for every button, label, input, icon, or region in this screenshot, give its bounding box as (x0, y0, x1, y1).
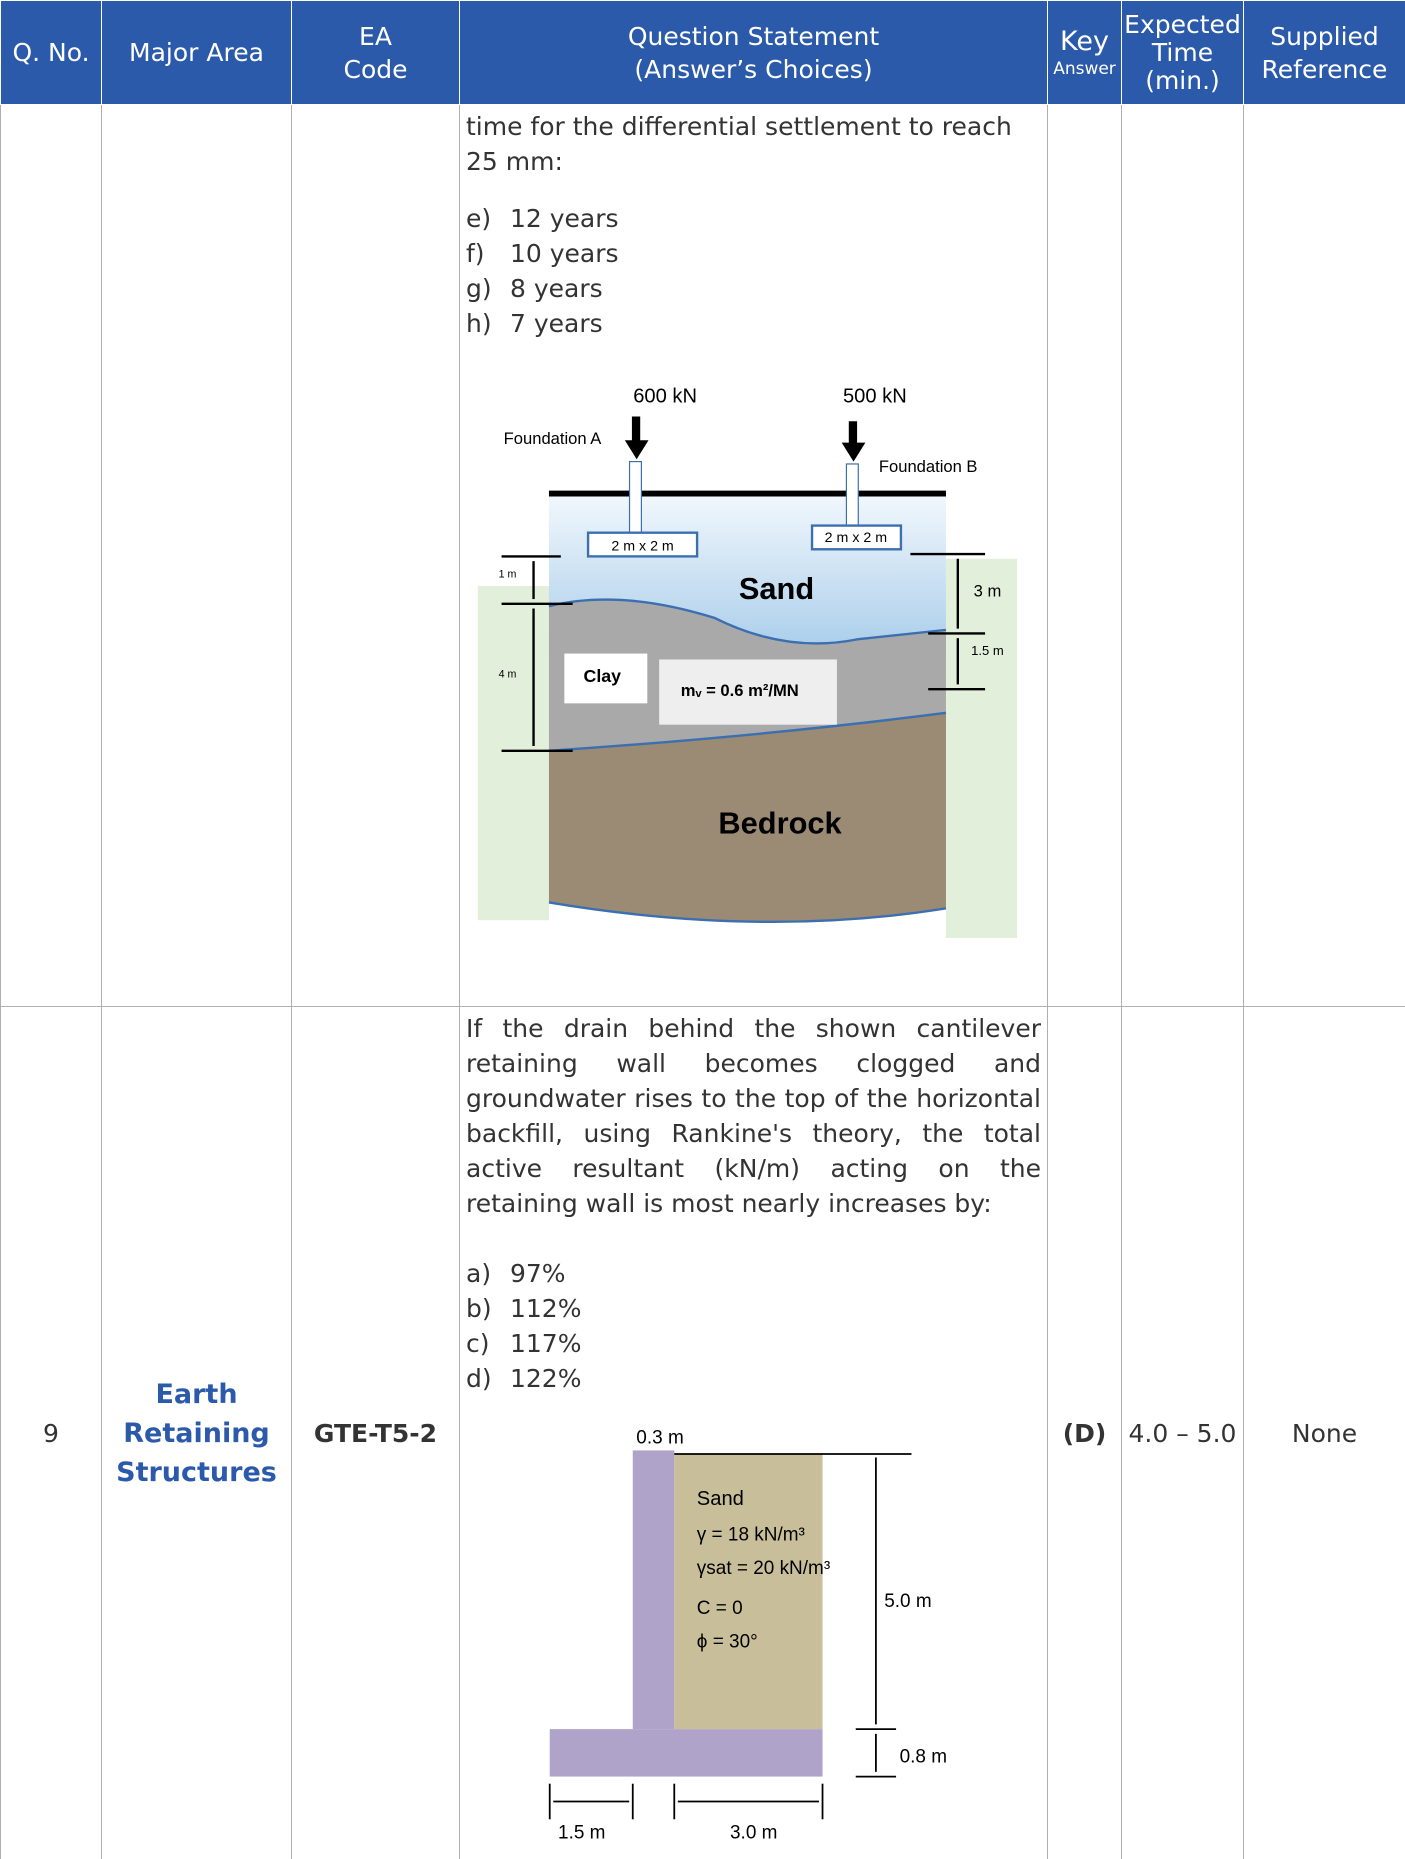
choice: e) 12 years (466, 201, 1041, 236)
question-number: 9 (0, 1006, 102, 1859)
figure-label: Foundation B (879, 457, 978, 476)
header-cell: Expected Time (min.) (1121, 0, 1244, 105)
choice-letter: b) (466, 1294, 492, 1323)
choice: h) 7 years (466, 306, 1041, 341)
figure-label: mᵥ = 0.6 m²/MN (681, 681, 799, 700)
choice-letter: a) (466, 1259, 492, 1288)
figure-label: 500 kN (843, 385, 907, 407)
wall-figure: 0.3 m Sand γ = 18 kN/m³ γsat = 20 kN/m³ … (548, 1427, 947, 1843)
choice: f) 10 years (466, 236, 1041, 271)
figure-label: 600 kN (633, 385, 697, 407)
key-answer: (D) (1047, 1006, 1122, 1859)
figure-label: 3.0 m (730, 1822, 777, 1843)
cell (1121, 104, 1244, 1007)
choice-text: 117% (510, 1329, 582, 1358)
figure-label: Sand (739, 571, 814, 606)
major-area: Earth Retaining Structures (101, 1006, 292, 1859)
header-text: Major Area (129, 38, 264, 67)
expected-time: 4.0 – 5.0 (1121, 1006, 1244, 1859)
header-cell: Major Area (101, 0, 292, 105)
figure-label: 4 m (499, 668, 517, 680)
figure-label: 2 m x 2 m (825, 530, 887, 546)
cell (1047, 104, 1122, 1007)
header-text: Reference (1261, 54, 1388, 84)
choice-text: 97% (510, 1259, 566, 1288)
header-row: Q. No. Major Area EA Code Question Statem… (0, 0, 1405, 105)
choice: g) 8 years (466, 271, 1041, 306)
header-cell: Question Statement (Answer’s Choices) (459, 0, 1048, 105)
header-cell: EA Code (291, 0, 460, 105)
figure-label: 2 m x 2 m (611, 538, 673, 554)
choice-letter: d) (466, 1364, 492, 1393)
cell (291, 104, 460, 1007)
choice-text: 10 years (510, 239, 619, 268)
figure-label: γ = 18 kN/m³ (697, 1525, 805, 1546)
figure-label: 1 m (499, 569, 517, 581)
choice: d) 122% (466, 1361, 1041, 1396)
header-text: Expected (1124, 9, 1241, 39)
row: 9 Earth Retaining Structures GTE-T5-2 If… (0, 1006, 1405, 1859)
choice-letter: g) (466, 274, 492, 303)
figure-label: 1.5 m (971, 643, 1004, 658)
header-text: Time (1151, 37, 1214, 67)
choice-letter: c) (466, 1329, 490, 1358)
header-text: Q. No. (12, 38, 90, 67)
figure-label: 5.0 m (884, 1591, 931, 1612)
header-text: Supplied (1270, 21, 1379, 51)
figure-label: C = 0 (697, 1598, 743, 1619)
figure-label: Bedrock (718, 806, 842, 841)
figure-label: Foundation A (504, 429, 603, 448)
choice-letter: f) (466, 239, 485, 268)
choice: c) 117% (466, 1326, 1041, 1361)
header-text: Code (343, 54, 408, 84)
header-text: Answer (1053, 59, 1116, 79)
choice: a) 97% (466, 1256, 1041, 1291)
figure-label: 3 m (974, 582, 1002, 601)
choice-letter: h) (466, 309, 492, 338)
figure-label: Sand (697, 1488, 744, 1510)
choice-letter: e) (466, 204, 492, 233)
header-text: EA (359, 21, 392, 51)
header-text: (Answer’s Choices) (634, 54, 873, 84)
figure-label: 0.3 m (636, 1427, 683, 1448)
supplied-reference: None (1243, 1006, 1405, 1859)
question-text: If the drain behind the shown cantilever… (466, 1014, 1041, 1218)
choice-text: 8 years (510, 274, 603, 303)
header-text: (min.) (1145, 65, 1220, 95)
cell (1243, 104, 1405, 1007)
question-text: time for the differential settlement to … (466, 112, 1012, 176)
header-text: Key (1060, 26, 1109, 57)
figure-label: 0.8 m (900, 1746, 947, 1767)
row: time for the differential settlement to … (0, 104, 1405, 1007)
figure-label: 1.5 m (558, 1822, 605, 1843)
question-cell: time for the differential settlement to … (459, 104, 1048, 1007)
question-cell: If the drain behind the shown cantilever… (459, 1006, 1048, 1859)
choice-text: 122% (510, 1364, 582, 1393)
header-cell: Key Answer (1047, 0, 1122, 105)
choice-text: 112% (510, 1294, 582, 1323)
ea-code: GTE-T5-2 (291, 1006, 460, 1859)
figure-label: ϕ = 30° (697, 1631, 758, 1652)
figure-label: Clay (584, 666, 622, 686)
header-text: Question Statement (627, 21, 880, 51)
cell (0, 104, 102, 1007)
header-cell: Supplied Reference (1243, 0, 1405, 105)
choice-text: 7 years (510, 309, 603, 338)
cell (101, 104, 292, 1007)
header-cell: Q. No. (0, 0, 102, 105)
foundation-figure: 600 kN 500 kN Foundation A Foundation B … (477, 385, 1018, 938)
choice-text: 12 years (510, 204, 619, 233)
choice: b) 112% (466, 1291, 1041, 1326)
figure-label: γsat = 20 kN/m³ (697, 1558, 830, 1579)
